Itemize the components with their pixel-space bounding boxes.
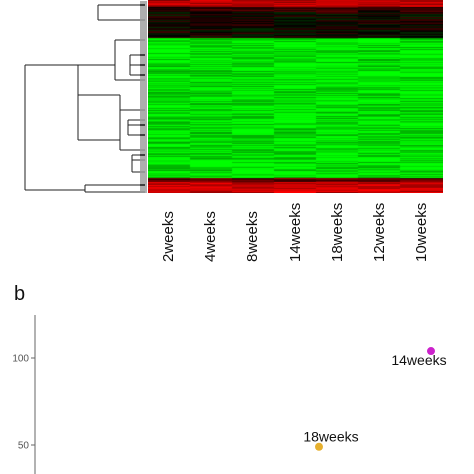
y-tick-label: 50 [18, 441, 30, 452]
scatter-point-label: 14weeks [391, 352, 446, 368]
scatter-plot: 50 100 14weeks 18weeks [12, 315, 447, 474]
heatmap-column-label: 12weeks [370, 202, 388, 262]
heatmap-column-label: 18weeks [328, 202, 346, 262]
row-dendrogram [24, 1, 147, 193]
heatmap-column-label: 4weeks [202, 211, 220, 262]
heatmap-panel: 2weeks 4weeks 8weeks 14weeks 18weeks 12weeks 1… [24, 0, 443, 262]
heatmap-column-label: 14weeks [286, 202, 304, 262]
heatmap-column-label: 8weeks [244, 211, 262, 262]
panel-b-label: b [14, 283, 26, 305]
heatmap-column-label: 2weeks [160, 211, 178, 262]
heatmap-grid [148, 0, 443, 193]
scatter-point-14weeks [427, 347, 435, 356]
heatmap-column-label: 10weeks [412, 202, 430, 262]
scatter-point-label: 18weeks [303, 429, 358, 445]
y-tick-label: 100 [12, 354, 29, 365]
scatter-point-18weeks [315, 442, 323, 451]
